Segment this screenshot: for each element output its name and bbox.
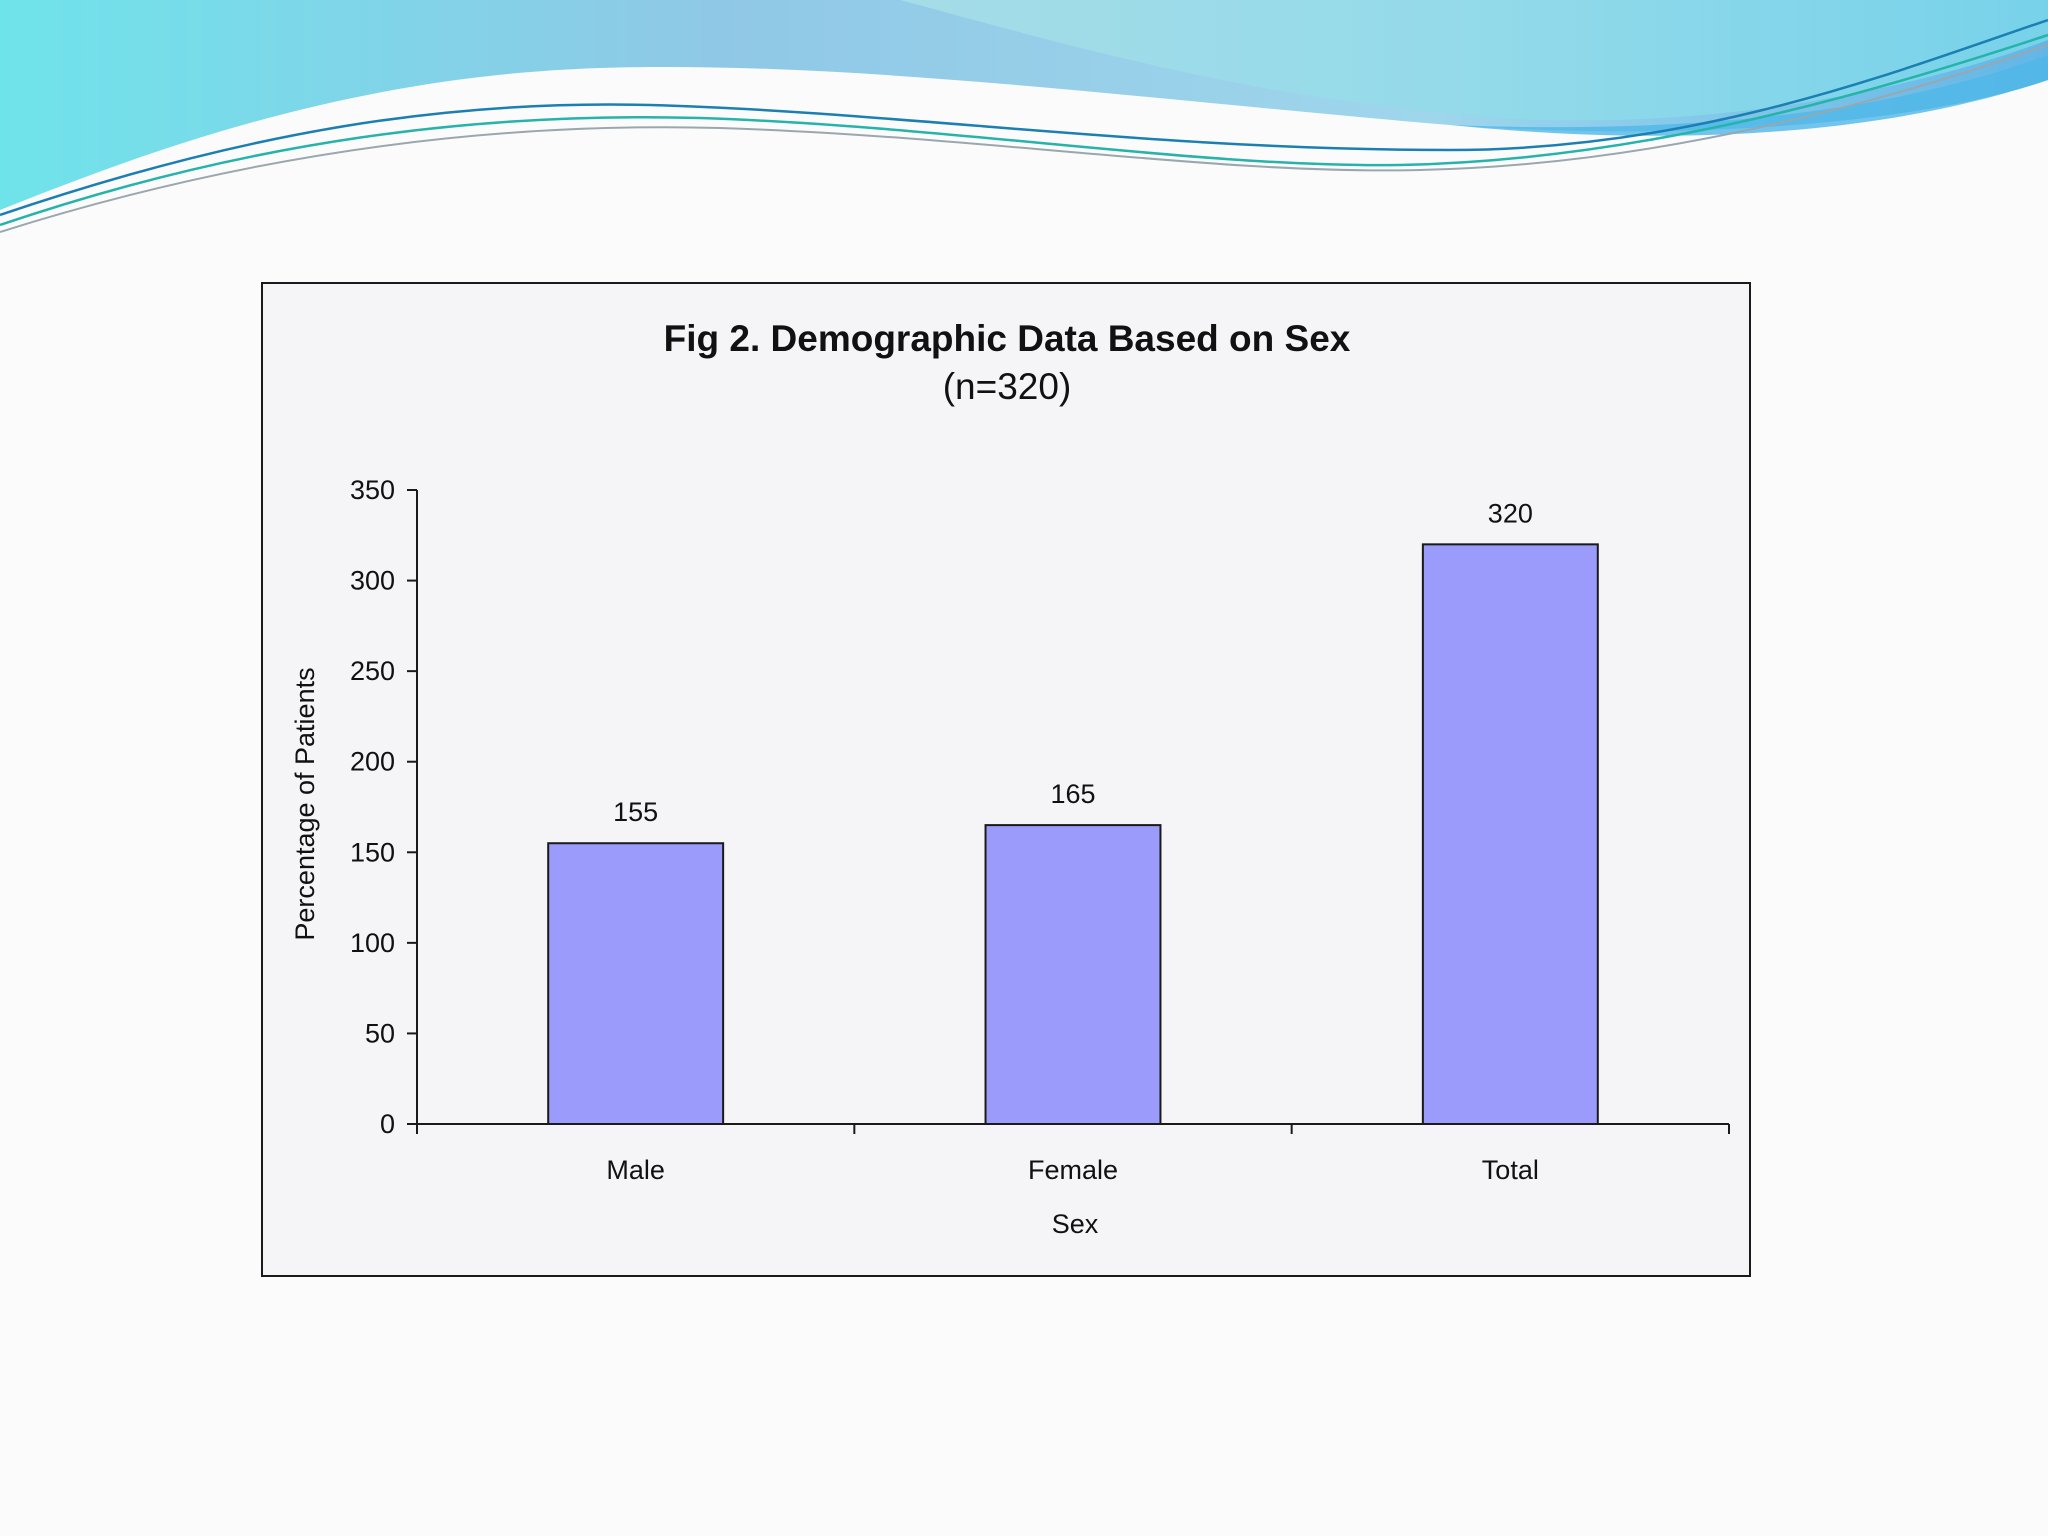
x-axis-title: Sex bbox=[1052, 1209, 1099, 1239]
chart-title: Fig 2. Demographic Data Based on Sex bbox=[664, 318, 1351, 359]
bar-chart: Fig 2. Demographic Data Based on Sex (n=… bbox=[290, 318, 1730, 1239]
y-tick-label: 250 bbox=[350, 656, 395, 686]
header-wave-decoration bbox=[0, 0, 2048, 233]
data-label: 320 bbox=[1488, 498, 1533, 528]
y-axis-title: Percentage of Patients bbox=[290, 667, 320, 940]
y-tick-label: 200 bbox=[350, 747, 395, 777]
bar-male bbox=[547, 842, 725, 1125]
y-tick-label: 350 bbox=[350, 475, 395, 505]
y-tick-label: 150 bbox=[350, 837, 395, 867]
chart-frame: Fig 2. Demographic Data Based on Sex (n=… bbox=[261, 282, 1751, 1277]
bar-female bbox=[984, 824, 1162, 1125]
y-tick-label: 50 bbox=[365, 1018, 395, 1048]
chart-subtitle: (n=320) bbox=[943, 366, 1072, 407]
y-tick-label: 300 bbox=[350, 566, 395, 596]
x-tick-label: Male bbox=[606, 1155, 665, 1185]
x-tick-label: Total bbox=[1482, 1155, 1539, 1185]
x-tick-label: Female bbox=[1028, 1155, 1118, 1185]
plot-area: 0 50 100 150 200 250 300 350 155 Male 165 Female 320… bbox=[350, 475, 1730, 1185]
data-label: 155 bbox=[613, 797, 658, 827]
data-label: 165 bbox=[1050, 779, 1095, 809]
y-tick-label: 0 bbox=[380, 1109, 395, 1139]
bar-total bbox=[1421, 543, 1599, 1126]
y-tick-label: 100 bbox=[350, 928, 395, 958]
